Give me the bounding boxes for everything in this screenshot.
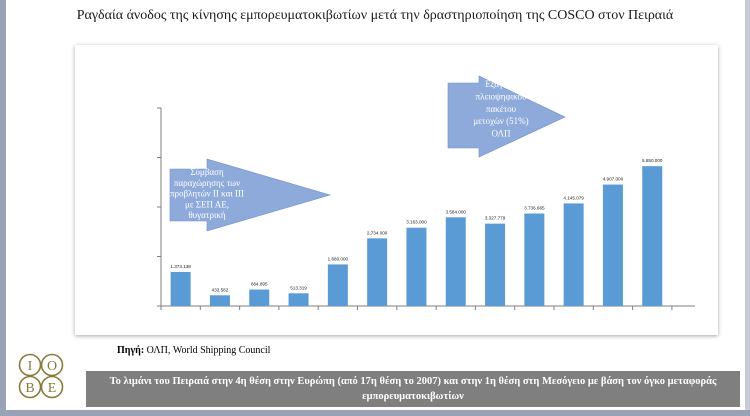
logo-letter-b: Β <box>25 381 34 396</box>
page-title: Ραγδαία άνοδος της κίνησης εμπορευματοκι… <box>76 8 674 23</box>
bar-10 <box>563 203 584 306</box>
source-note: Πηγή: ΟΛΠ, World Shipping Council <box>117 345 270 356</box>
callout-arrow-1: Εξαγορά πλειοψηφικού πακέτου μετοχών (51%) Ο… <box>447 75 566 158</box>
callout-arrow-0-line-2: προβλητών ΙΙ και ΙΙΙ <box>170 189 244 199</box>
data-label-1: 433.582 <box>212 287 229 292</box>
callout-arrow-1-line-4: ΟΛΠ <box>491 129 511 139</box>
source-label: Πηγή: <box>117 345 145 356</box>
data-label-10: 4.145.079 <box>563 195 584 200</box>
source-text: ΟΛΠ, World Shipping Council <box>144 345 271 356</box>
chart-panel: 1.373.138 433.582 664.895 513.319 1.680.000 2… <box>75 45 718 335</box>
logo-letter-o: Ο <box>47 359 57 374</box>
right-stripe <box>745 0 750 416</box>
data-label-3: 513.319 <box>290 285 307 290</box>
callout-arrow-1-line-1: πλειοψηφικού <box>476 91 527 101</box>
data-label-5: 2.734.000 <box>367 230 388 235</box>
data-label-11: 4.907.000 <box>603 177 624 182</box>
left-stripe <box>0 0 6 416</box>
callout-arrow-1-line-3: μετοχών (51%) <box>473 116 528 126</box>
bar-chart: 1.373.138 433.582 664.895 513.319 1.680.000 2… <box>157 75 695 310</box>
bar-5 <box>367 238 388 306</box>
logo-letter-e: Ε <box>48 381 57 396</box>
callout-arrow-1-line-0: Εξαγορά <box>485 79 517 89</box>
data-label-7: 3.584.000 <box>446 209 467 214</box>
bar-3 <box>288 293 309 306</box>
data-label-2: 664.895 <box>251 282 268 287</box>
bar-8 <box>485 223 506 306</box>
data-label-0: 1.373.138 <box>170 264 191 269</box>
data-label-4: 1.680.000 <box>328 256 349 261</box>
callout-arrow-0-line-4: θυγατρική <box>188 210 226 220</box>
bar-1 <box>209 295 230 306</box>
bar-2 <box>249 289 270 306</box>
callout-arrow-1-line-2: πακέτου <box>486 104 517 114</box>
data-label-12: 5.650.000 <box>642 158 663 163</box>
bar-0 <box>170 272 191 306</box>
conclusion-banner: Το λιμάνι του Πειραιά στην 4η θέση στην … <box>86 371 740 407</box>
bar-11 <box>602 184 623 306</box>
callout-arrow-0-line-3: με ΣΕΠ ΑΕ, <box>185 199 229 209</box>
bar-4 <box>327 264 348 306</box>
bar-6 <box>406 227 427 306</box>
callout-arrow-0-line-1: παραχώρησης των <box>174 178 240 188</box>
callout-arrow-shape-0 <box>169 158 332 232</box>
data-label-6: 3.163.000 <box>406 220 427 225</box>
callout-arrow-shape-1 <box>447 75 566 158</box>
bar-12 <box>642 166 663 306</box>
data-label-8: 3.327.779 <box>485 216 506 221</box>
bottom-stripe <box>0 410 750 416</box>
iobe-logo: Ι Ο Β Ε <box>18 353 64 399</box>
logo-letter-i: Ι <box>28 359 33 374</box>
callout-arrow-0-line-0: Σύμβαση <box>190 167 224 177</box>
data-label-9: 3.736.665 <box>524 206 545 211</box>
bar-7 <box>445 217 466 306</box>
bar-9 <box>524 213 545 306</box>
